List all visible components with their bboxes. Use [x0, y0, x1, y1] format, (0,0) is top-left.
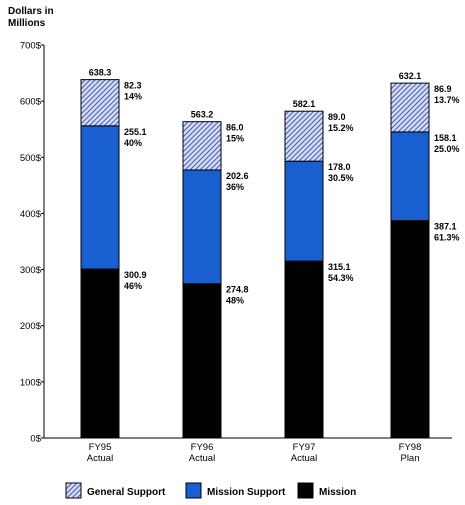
data-label-value: 255.1 — [124, 127, 147, 137]
data-label-percent: 46% — [124, 281, 142, 291]
x-tick-label-sub: Actual — [87, 453, 113, 464]
data-label-percent: 30.5% — [328, 173, 354, 183]
data-label-value: 315.1 — [328, 262, 351, 272]
legend-label: Mission Support — [207, 487, 286, 498]
data-label-percent: 48% — [226, 296, 244, 306]
legend-label: General Support — [87, 487, 166, 498]
y-tick-label: 100$ — [20, 377, 42, 388]
bar-segment-mission — [80, 268, 120, 439]
data-label-percent: 61.3% — [434, 233, 460, 243]
labels-layer: 300.946% 255.140% 82.314% 638.3 274.848% 202.… — [89, 68, 460, 306]
y-tick-label: 400$ — [20, 209, 42, 220]
data-label-percent: 54.3% — [328, 273, 354, 283]
x-tick-label-sub: Actual — [189, 453, 215, 464]
data-label-value: 387.1 — [434, 222, 457, 232]
legend-swatch-mission-support — [185, 482, 202, 499]
data-label-value: 82.3 — [124, 81, 142, 91]
x-tick-label-sub: Actual — [291, 453, 317, 464]
data-label-value: 274.8 — [226, 285, 249, 295]
bar-segment-mission-support — [80, 125, 120, 270]
x-tick-label: FY96 — [191, 442, 214, 453]
y-axis-title-line-2: Millions — [8, 18, 46, 29]
data-label-value: 300.9 — [124, 270, 147, 280]
bar-total-label: 638.3 — [89, 68, 112, 78]
data-label-percent: 25.0% — [434, 144, 460, 154]
y-tick-label: 700$ — [20, 41, 42, 52]
bar-total-label: 582.1 — [293, 99, 316, 109]
y-tick-label: 300$ — [20, 265, 42, 276]
data-label-value: 158.1 — [434, 133, 457, 143]
bars-layer — [80, 79, 430, 439]
x-tick-label: FY97 — [293, 442, 316, 453]
y-axis-title-line-1: Dollars in — [8, 6, 54, 17]
bar-segment-mission-support — [390, 131, 430, 222]
bar-segment-general-support — [182, 121, 222, 171]
bar-total-label: 632.1 — [399, 71, 422, 81]
bar-segment-mission — [182, 283, 222, 439]
bar-segment-mission — [284, 260, 324, 439]
y-tick-label: 0$ — [30, 434, 41, 445]
legend-swatch-general-support — [65, 482, 82, 499]
legend: General Support Mission Support Mission — [65, 482, 356, 499]
y-tick-label: 600$ — [20, 97, 42, 108]
x-tick-label: FY95 — [89, 442, 112, 453]
bar-segment-general-support — [80, 79, 120, 127]
data-label-value: 89.0 — [328, 112, 346, 122]
data-label-value: 86.9 — [434, 84, 452, 94]
y-tick-label: 500$ — [20, 153, 42, 164]
bar-segment-mission — [390, 220, 430, 439]
data-label-value: 178.0 — [328, 162, 351, 172]
legend-swatch-mission — [297, 482, 314, 499]
bar-segment-mission-support — [284, 160, 324, 262]
bar-segment-mission-support — [182, 169, 222, 285]
x-tick-label-sub: Plan — [400, 453, 419, 464]
data-label-percent: 15.2% — [328, 123, 354, 133]
bar-segment-general-support — [284, 110, 324, 162]
data-label-percent: 40% — [124, 138, 142, 148]
data-label-percent: 13.7% — [434, 95, 460, 105]
legend-label: Mission — [319, 487, 356, 498]
y-tick-label: 200$ — [20, 321, 42, 332]
data-label-percent: 36% — [226, 182, 244, 192]
x-tick-label: FY98 — [399, 442, 422, 453]
data-label-percent: 14% — [124, 92, 142, 102]
bar-segment-general-support — [390, 82, 430, 133]
data-label-value: 202.6 — [226, 171, 249, 181]
data-label-value: 86.0 — [226, 123, 244, 133]
bar-total-label: 563.2 — [191, 110, 214, 120]
data-label-percent: 15% — [226, 134, 244, 144]
